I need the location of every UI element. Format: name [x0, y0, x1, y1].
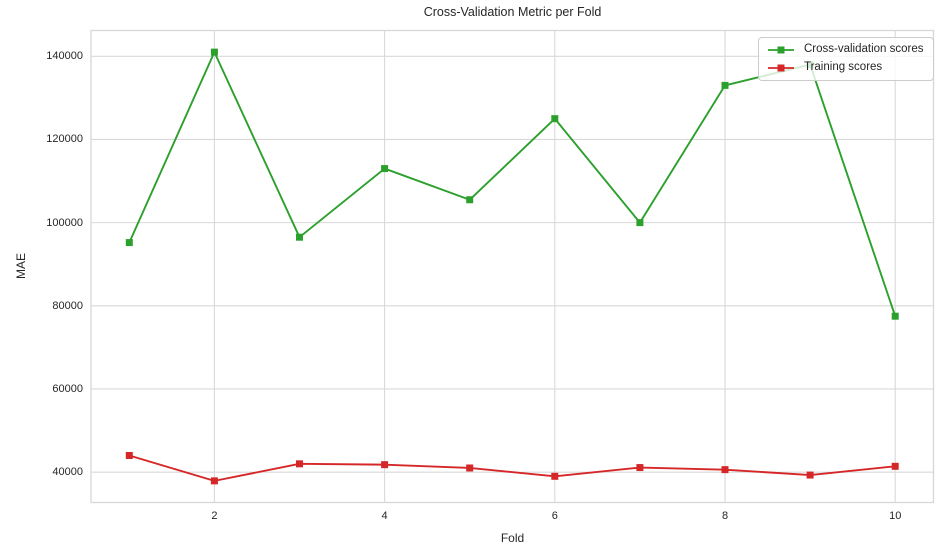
data-point-marker	[721, 81, 729, 89]
x-tick-label: 10	[889, 509, 902, 522]
y-tick-label: 40000	[52, 466, 83, 479]
y-tick-label: 100000	[46, 216, 83, 229]
chart-title: Cross-Validation Metric per Fold	[423, 5, 602, 19]
legend: Cross-validation scores Training scores	[757, 37, 934, 81]
data-point-marker	[636, 464, 644, 472]
legend-swatch-training-icon	[767, 64, 794, 71]
data-point-marker	[210, 477, 218, 485]
x-axis-label: Fold	[500, 531, 525, 545]
data-point-marker	[381, 165, 389, 173]
data-point-marker	[636, 219, 644, 227]
x-tick-label: 6	[551, 509, 558, 522]
y-tick-label: 60000	[52, 382, 83, 395]
series-line-0	[128, 51, 897, 318]
legend-swatch-cross-validation-icon	[767, 46, 794, 53]
data-point-marker	[210, 48, 218, 56]
data-point-marker	[125, 239, 133, 247]
data-point-marker	[721, 466, 729, 474]
data-point-marker	[891, 462, 899, 470]
legend-item-cross-validation: Cross-validation scores	[767, 42, 924, 57]
data-point-marker	[551, 115, 559, 123]
x-tick-label: 2	[211, 509, 218, 522]
y-tick-label: 140000	[46, 50, 83, 63]
data-point-marker	[295, 460, 303, 468]
legend-label-training: Training scores	[803, 61, 883, 73]
y-tick-label: 80000	[52, 299, 83, 312]
series-line-1	[128, 454, 897, 482]
legend-label-cross-validation: Cross-validation scores	[803, 43, 924, 55]
y-axis-label: MAE	[14, 252, 28, 280]
x-tick-label: 4	[381, 509, 388, 522]
y-tick-label: 120000	[46, 133, 83, 146]
x-tick-label: 8	[721, 509, 729, 522]
data-point-marker	[466, 464, 474, 472]
data-point-marker	[466, 196, 474, 204]
legend-item-training: Training scores	[767, 60, 924, 75]
data-point-marker	[891, 312, 899, 320]
data-point-marker	[551, 472, 559, 480]
data-point-marker	[295, 233, 303, 241]
data-point-marker	[381, 461, 389, 469]
data-point-marker	[806, 471, 814, 479]
data-point-marker	[125, 452, 133, 460]
plot-border	[90, 29, 935, 504]
